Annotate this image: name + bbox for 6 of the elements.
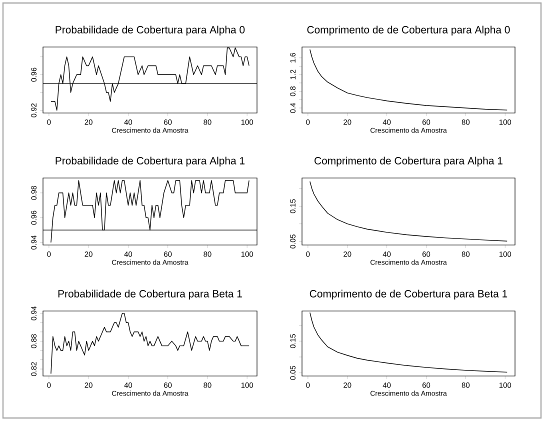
- chart-title: Comprimento de de Cobertura para Alpha 0: [307, 26, 510, 36]
- chart-title: Probabilidade de Cobertura para Alpha 0: [56, 26, 245, 36]
- chart-title: Comprimento de de Cobertura para Beta 1: [310, 290, 508, 300]
- chart-title: Probabilidade de Cobertura para Alpha 1: [56, 156, 245, 166]
- chart-title: Comprimento de Cobertura para Alpha 1: [314, 156, 502, 166]
- chart-title: Probabilidade de Cobertura para Beta 1: [58, 290, 242, 300]
